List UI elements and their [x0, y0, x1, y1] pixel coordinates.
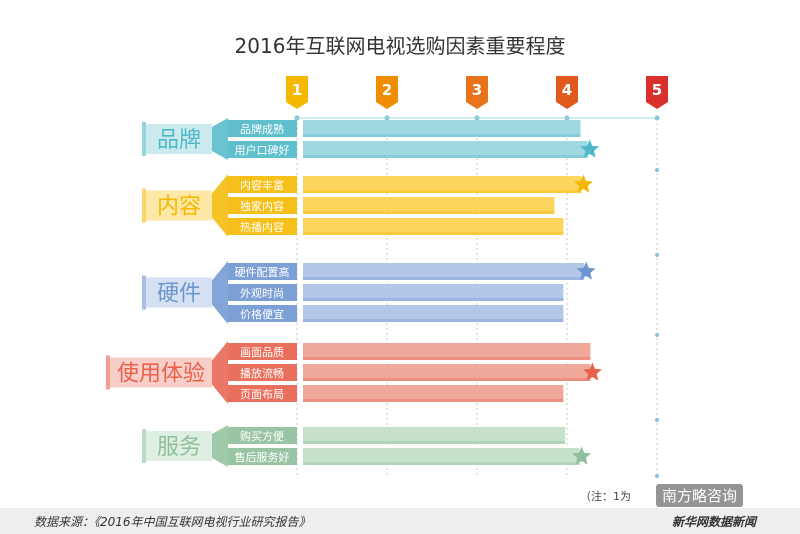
group-connector [212, 341, 228, 404]
star-marker [572, 446, 592, 465]
bar-shade [303, 211, 555, 214]
bar-热播内容 [303, 218, 564, 235]
group-connector [212, 174, 228, 237]
bar-shade [303, 155, 588, 158]
group-box-edge [142, 275, 146, 310]
group-box [146, 431, 212, 461]
bar-硬件配置高 [303, 263, 585, 280]
tick-marker-5 [646, 76, 668, 109]
star-marker [582, 362, 602, 381]
tick-label-5: 5 [652, 81, 662, 99]
item-label-tab [228, 364, 297, 381]
item-label: 外观时尚 [240, 286, 284, 300]
item-label: 内容丰富 [240, 178, 284, 192]
group-box [146, 124, 212, 154]
tick-label-4: 4 [562, 81, 572, 99]
item-label-tab [228, 263, 297, 280]
edge-dot [655, 418, 659, 422]
chart-note: （注：1为 [580, 490, 631, 503]
bar-shade [303, 134, 581, 137]
data-source: 数据来源：《2016年中国互联网电视行业研究报告》 [34, 515, 311, 529]
bar-价格便宜 [303, 305, 564, 322]
item-label-tab [228, 141, 297, 158]
item-label: 硬件配置高 [235, 265, 290, 279]
star-marker [576, 261, 596, 280]
star-marker [580, 139, 600, 158]
watermark-badge: 南方略咨询 [656, 484, 744, 507]
item-label: 品牌成熟 [240, 122, 284, 136]
group-label: 使用体验 [117, 362, 205, 387]
item-label-tab [228, 120, 297, 137]
item-label: 独家内容 [240, 199, 284, 213]
tick-label-3: 3 [472, 81, 482, 99]
group-connector [212, 118, 228, 160]
bar-shade [303, 190, 582, 193]
item-label-tab [228, 427, 297, 444]
bar-品牌成熟 [303, 120, 581, 137]
item-label: 画面品质 [240, 346, 284, 359]
bar-shade [303, 298, 564, 301]
group-label: 品牌 [157, 128, 201, 153]
item-label-tab [228, 343, 297, 360]
group-box [146, 190, 212, 221]
bar-shade [303, 462, 580, 465]
bar-内容丰富 [303, 176, 582, 193]
bar-shade [303, 378, 591, 381]
bar-独家内容 [303, 197, 555, 214]
group-label: 硬件 [157, 282, 201, 307]
group-label: 服务 [157, 435, 201, 460]
bar-用户口碑好 [303, 141, 588, 158]
item-label: 热播内容 [240, 220, 284, 234]
item-label: 购买方便 [240, 429, 284, 443]
item-label: 用户口碑好 [235, 143, 290, 157]
item-label-tab [228, 305, 297, 322]
item-label: 价格便宜 [240, 307, 284, 321]
bar-shade [303, 277, 585, 280]
bar-售后服务好 [303, 448, 580, 465]
tick-marker-1 [286, 76, 308, 109]
group-box [146, 277, 212, 308]
group-connector [212, 425, 228, 467]
bar-shade [303, 357, 591, 360]
tick-marker-3 [466, 76, 488, 109]
group-connector [212, 261, 228, 324]
group-label: 内容 [157, 195, 201, 220]
bar-shade [303, 399, 564, 402]
bar-播放流畅 [303, 364, 591, 381]
edge-dot [655, 253, 659, 257]
tick-marker-4 [556, 76, 578, 109]
bar-shade [303, 319, 564, 322]
item-label: 售后服务好 [235, 450, 290, 464]
footer-bar: 数据来源：《2016年中国互联网电视行业研究报告》 新华网数据新闻 [0, 508, 800, 534]
item-label-tab [228, 218, 297, 235]
bar-shade [303, 441, 566, 444]
bar-shade [303, 232, 564, 235]
item-label-tab [228, 448, 297, 465]
edge-dot [655, 168, 659, 172]
bar-外观时尚 [303, 284, 564, 301]
group-box-edge [142, 122, 146, 156]
group-box-edge [142, 429, 146, 463]
brand-name: 新华网数据新闻 [671, 515, 756, 529]
tick-label-1: 1 [292, 81, 302, 99]
bar-画面品质 [303, 343, 591, 360]
item-label: 页面布局 [240, 388, 284, 401]
edge-dot [655, 333, 659, 337]
item-label-tab [228, 176, 297, 193]
item-label-tab [228, 197, 297, 214]
star-marker [573, 174, 593, 193]
tick-label-2: 2 [382, 81, 392, 99]
group-box-edge [106, 355, 110, 390]
bar-页面布局 [303, 385, 564, 402]
group-box [110, 357, 212, 388]
item-label-tab [228, 385, 297, 402]
item-label-tab [228, 284, 297, 301]
tick-marker-2 [376, 76, 398, 109]
bar-购买方便 [303, 427, 566, 444]
group-box-edge [142, 188, 146, 223]
chart-title: 2016年互联网电视选购因素重要程度 [234, 34, 566, 58]
edge-dot [655, 474, 659, 478]
item-label: 播放流畅 [240, 366, 284, 380]
